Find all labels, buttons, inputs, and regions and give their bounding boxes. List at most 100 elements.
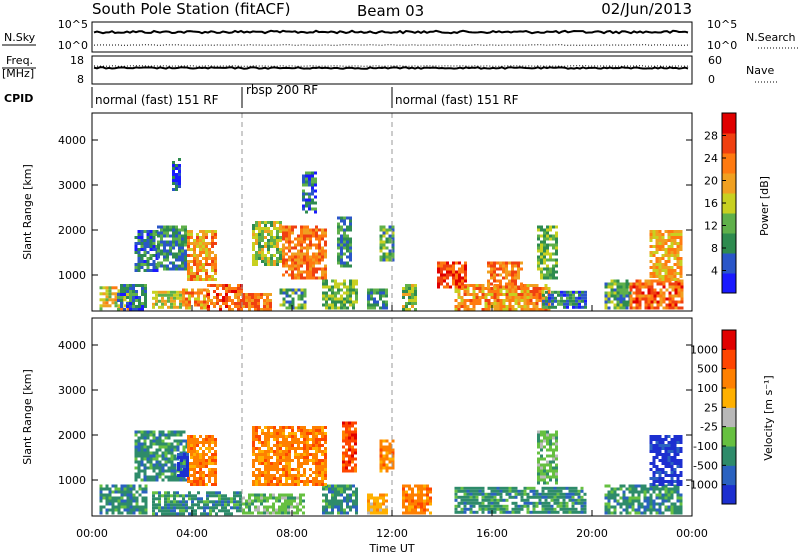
velocity-cell	[559, 507, 563, 511]
power-cell	[674, 306, 678, 310]
power-cell	[656, 291, 660, 295]
power-cell	[376, 303, 379, 307]
velocity-cell	[429, 490, 432, 494]
velocity-cell	[537, 451, 540, 455]
velocity-cell	[111, 511, 115, 515]
power-cell	[478, 284, 482, 287]
power-cell	[355, 282, 358, 286]
velocity-cell	[255, 483, 258, 486]
velocity-cell	[475, 510, 479, 514]
velocity-cell	[211, 474, 214, 477]
velocity-cell	[652, 502, 656, 506]
power-cell	[452, 261, 455, 265]
velocity-cell	[143, 463, 147, 467]
velocity-cell	[667, 447, 671, 450]
velocity-cell	[208, 471, 211, 474]
velocity-cell	[161, 506, 164, 510]
power-cell	[537, 237, 540, 241]
velocity-cell	[351, 430, 354, 434]
velocity-colorbar-swatch-0	[722, 484, 736, 505]
velocity-cell	[285, 465, 288, 468]
velocity-cell	[188, 497, 191, 501]
velocity-cell	[179, 500, 182, 504]
velocity-cell	[499, 504, 503, 508]
power-cell	[134, 251, 138, 254]
velocity-cell	[673, 459, 677, 462]
power-cell	[514, 276, 517, 280]
power-cell	[285, 228, 288, 232]
power-blob-5	[242, 293, 272, 311]
velocity-cell	[197, 497, 200, 501]
power-cell	[285, 270, 288, 274]
power-cell	[257, 296, 260, 299]
velocity-cell	[646, 499, 650, 503]
velocity-cell	[402, 487, 405, 491]
velocity-cell	[272, 493, 275, 497]
velocity-cell	[423, 487, 426, 491]
power-cell	[187, 248, 190, 251]
velocity-cell	[209, 512, 212, 516]
power-cell	[511, 290, 515, 293]
power-cell	[264, 260, 267, 263]
velocity-cell	[664, 493, 668, 497]
power-cell	[557, 290, 560, 294]
power-cell	[190, 233, 193, 236]
velocity-cell	[315, 438, 318, 441]
power-cell	[481, 287, 485, 290]
velocity-cell	[215, 500, 218, 504]
velocity-cell	[658, 505, 662, 509]
power-cell	[569, 296, 572, 300]
velocity-cell	[208, 435, 211, 438]
power-cell	[300, 237, 303, 241]
power-colorbar-tick-label-0: 4	[711, 265, 718, 278]
power-cell	[179, 290, 182, 294]
velocity-cell	[379, 454, 383, 458]
power-cell	[517, 299, 521, 302]
power-cell	[337, 282, 340, 286]
power-cell	[549, 273, 552, 277]
velocity-cell	[354, 421, 357, 425]
velocity-cell	[676, 499, 680, 503]
velocity-cell	[276, 429, 279, 432]
power-cell	[302, 198, 305, 202]
velocity-cell	[214, 471, 217, 474]
power-cell	[664, 254, 668, 257]
velocity-cell	[197, 506, 200, 510]
velocity-cell	[288, 483, 291, 486]
power-cell	[108, 304, 112, 308]
velocity-cell	[628, 484, 632, 488]
power-cell	[185, 303, 188, 307]
velocity-cell	[129, 493, 133, 497]
power-cell	[99, 304, 103, 308]
power-cell	[137, 239, 141, 242]
power-cell	[182, 300, 185, 304]
velocity-cell	[264, 462, 267, 465]
velocity-cell	[379, 457, 383, 461]
power-cell	[312, 231, 315, 235]
power-cell	[184, 255, 187, 259]
power-cell	[604, 285, 608, 289]
power-cell	[484, 287, 488, 290]
power-cell	[138, 299, 141, 302]
power-cell	[234, 293, 237, 296]
power-cell	[214, 257, 217, 260]
power-cell	[314, 180, 317, 184]
velocity-cell	[267, 444, 270, 447]
velocity-cell	[543, 439, 546, 443]
velocity-cell	[186, 459, 189, 462]
power-cell	[656, 303, 660, 307]
velocity-cell	[299, 493, 302, 497]
velocity-cell	[321, 426, 324, 429]
power-cell	[658, 239, 662, 242]
power-cell	[402, 296, 405, 299]
velocity-cell	[340, 499, 343, 503]
velocity-cell	[487, 486, 491, 490]
power-cell	[670, 275, 674, 278]
power-cell	[673, 254, 677, 257]
power-cell	[658, 233, 662, 236]
velocity-cell	[306, 483, 309, 486]
power-cell	[638, 300, 642, 304]
power-cell	[155, 302, 158, 306]
velocity-cell	[568, 489, 572, 493]
power-cell	[305, 198, 308, 202]
